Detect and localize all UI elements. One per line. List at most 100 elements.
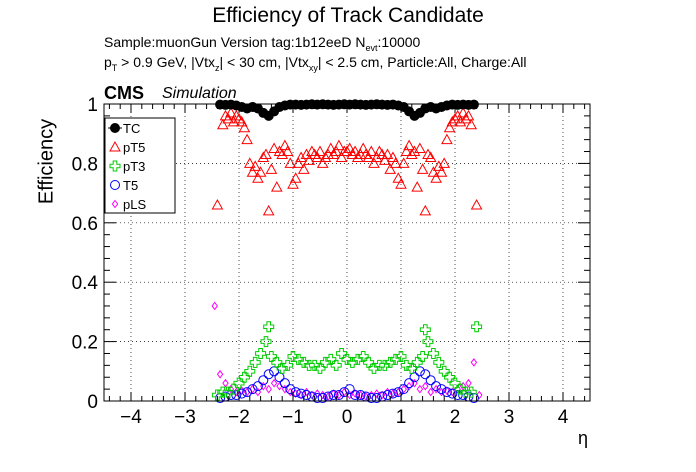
- data-point-pls: [249, 384, 256, 394]
- data-point-pls: [422, 381, 429, 391]
- data-point-pls: [314, 389, 321, 398]
- data-point-pls: [260, 381, 267, 391]
- subtitle-line-2-p2: > 0.9 GeV, |Vtx: [117, 54, 215, 70]
- data-point-t5: [441, 387, 452, 398]
- data-point-pls: [465, 378, 472, 388]
- data-point-t5: [414, 366, 425, 377]
- data-point-t5: [269, 366, 280, 377]
- data-point-pls: [476, 390, 483, 400]
- data-point-pt5: [284, 157, 297, 168]
- data-point-pls: [335, 390, 343, 400]
- series-pt5: [211, 106, 483, 216]
- data-point-pls: [470, 358, 478, 367]
- subtitle-line-1-tail: :10000: [377, 34, 421, 50]
- data-point-pt5: [252, 172, 264, 183]
- data-point-t5: [436, 384, 447, 395]
- data-point-pt3: [319, 356, 331, 368]
- x-tick-label: 0: [342, 407, 353, 428]
- data-point-t5: [279, 378, 290, 389]
- series-pt3: [211, 321, 483, 401]
- data-point-pt5: [449, 112, 461, 124]
- data-point-pt5: [357, 142, 370, 154]
- data-point-pt5: [324, 142, 337, 154]
- data-point-t5: [404, 378, 415, 389]
- data-point-t5: [252, 381, 263, 392]
- data-point-t5: [296, 388, 307, 399]
- x-tick-label: −2: [228, 407, 250, 428]
- data-point-pt5: [400, 145, 413, 157]
- x-axis-label: η: [578, 428, 589, 448]
- data-point-pt5: [424, 151, 437, 162]
- data-point-pls: [427, 387, 434, 397]
- data-point-pt5: [295, 151, 307, 162]
- data-point-pt5: [395, 178, 407, 189]
- data-point-pls: [362, 392, 370, 401]
- data-point-t5: [247, 384, 258, 395]
- data-point-pt5: [368, 157, 380, 168]
- data-point-pt3: [346, 356, 358, 368]
- subtitle-line-1-sub: evt: [365, 42, 378, 53]
- data-point-pt5: [333, 139, 345, 151]
- data-point-t5: [301, 390, 312, 401]
- data-point-pt5: [243, 157, 256, 168]
- data-point-pt5: [414, 142, 426, 154]
- data-point-pt3: [390, 353, 402, 365]
- data-point-pt5: [276, 148, 289, 159]
- data-point-t5: [398, 384, 409, 395]
- data-point-pls: [411, 378, 418, 388]
- subtitle-line-2-p3: | < 30 cm, |Vtx: [219, 54, 309, 70]
- data-point-t5: [333, 390, 344, 401]
- data-point-pt5: [316, 157, 329, 168]
- data-point-pt3: [336, 347, 348, 359]
- data-point-pt5: [311, 151, 324, 162]
- data-point-pt5: [330, 145, 343, 157]
- subtitle-line-2-p1sub: T: [111, 62, 118, 73]
- data-point-pt5: [454, 115, 467, 127]
- data-point-pt3: [465, 386, 477, 398]
- legend-box: [104, 117, 176, 214]
- data-point-pls: [287, 387, 294, 397]
- subtitle-line-1-text: Sample:muonGun Version tag:1b12eeD N: [104, 34, 366, 50]
- data-point-pt3: [433, 356, 445, 368]
- data-point-t5: [242, 387, 253, 398]
- data-point-pt5: [446, 115, 459, 127]
- data-point-pls: [449, 387, 456, 397]
- data-point-pt3: [444, 371, 456, 383]
- data-point-pt5: [411, 181, 424, 192]
- data-point-pls: [308, 390, 316, 400]
- data-point-pt3: [368, 362, 380, 374]
- data-point-pt3: [422, 336, 434, 348]
- data-point-t5: [258, 375, 269, 386]
- data-point-pt5: [381, 148, 394, 159]
- data-point-pls: [227, 384, 235, 394]
- data-point-pt5: [432, 160, 445, 171]
- data-point-pt3: [255, 347, 267, 359]
- data-point-pt5: [430, 172, 442, 183]
- data-point-t5: [382, 390, 393, 401]
- data-point-t5: [366, 393, 377, 404]
- data-point-pt5: [246, 166, 259, 177]
- data-point-pt3: [417, 350, 429, 362]
- data-point-t5: [371, 393, 382, 404]
- data-point-t5: [355, 390, 366, 401]
- data-point-t5: [339, 387, 350, 398]
- data-point-pls: [341, 387, 348, 397]
- subtitle-line-2: pT > 0.9 GeV, |Vtxz| < 30 cm, |Vtxxy| < …: [104, 54, 527, 73]
- series-t5: [215, 366, 479, 404]
- data-point-t5: [236, 388, 247, 399]
- data-point-pt3: [438, 365, 450, 377]
- series-pls: [211, 301, 483, 401]
- chart-title: Efficiency of Track Candidate: [212, 4, 484, 27]
- data-point-pt5: [292, 157, 305, 168]
- data-point-pt5: [397, 157, 410, 168]
- data-point-pt3: [419, 324, 431, 336]
- data-point-pt3: [263, 321, 275, 333]
- data-point-pt5: [260, 148, 272, 159]
- data-point-pt3: [363, 356, 375, 368]
- data-point-pt5: [270, 181, 283, 192]
- data-point-pt5: [387, 151, 399, 162]
- data-point-pls: [389, 389, 397, 398]
- data-point-pt5: [373, 145, 386, 157]
- data-point-pt5: [438, 157, 451, 168]
- y-tick-label: 0.4: [72, 273, 99, 294]
